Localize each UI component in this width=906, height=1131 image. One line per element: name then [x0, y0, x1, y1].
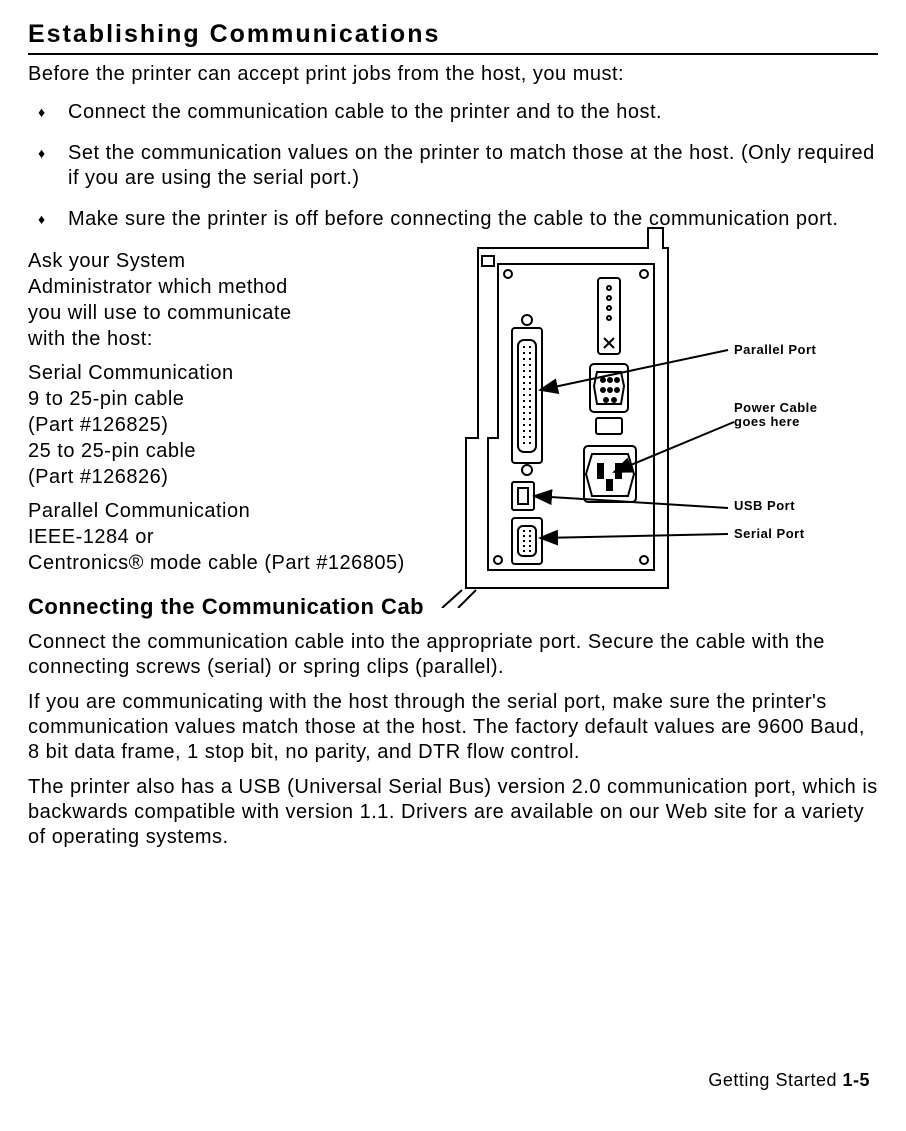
mid-section: Ask your System Administrator which meth…: [28, 248, 878, 576]
admin-text: Ask your System Administrator which meth…: [28, 248, 298, 352]
section-title: Establishing Communications: [28, 20, 878, 55]
bullet-item: Connect the communication cable to the p…: [28, 100, 878, 125]
serial-comm-text: Serial Communication 9 to 25-pin cable (…: [28, 360, 278, 490]
label-power-cable: Power Cable goes here: [734, 400, 822, 429]
page-footer: Getting Started 1-5: [708, 1070, 870, 1091]
label-serial-port: Serial Port: [734, 526, 805, 541]
intro-text: Before the printer can accept print jobs…: [28, 63, 878, 86]
bullet-item: Set the communication values on the prin…: [28, 141, 878, 191]
connect-paragraph: Connect the communication cable into the…: [28, 630, 878, 680]
label-parallel-port: Parallel Port: [734, 342, 817, 357]
usb-paragraph: The printer also has a USB (Universal Se…: [28, 775, 878, 850]
footer-text: Getting Started: [708, 1070, 842, 1090]
label-usb-port: USB Port: [734, 498, 795, 513]
port-diagram: Parallel Port Power Cable goes here USB …: [438, 218, 878, 608]
bullet-list: Connect the communication cable to the p…: [28, 100, 878, 232]
serial-paragraph: If you are communicating with the host t…: [28, 690, 878, 765]
footer-page-number: 1-5: [842, 1070, 870, 1090]
parallel-comm-text: Parallel Communication IEEE-1284 or Cent…: [28, 498, 468, 576]
